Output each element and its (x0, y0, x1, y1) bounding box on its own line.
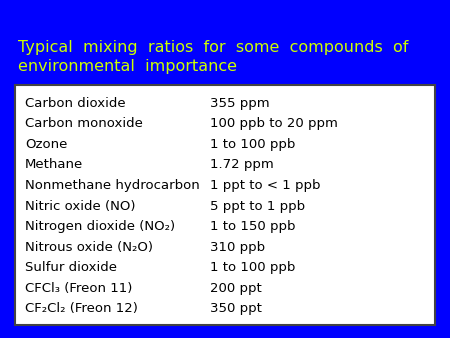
Text: 200 ppt: 200 ppt (210, 282, 262, 295)
Text: Nonmethane hydrocarbon: Nonmethane hydrocarbon (25, 179, 200, 192)
Text: Carbon monoxide: Carbon monoxide (25, 117, 143, 130)
Text: CFCl₃ (Freon 11): CFCl₃ (Freon 11) (25, 282, 132, 295)
Text: Nitrous oxide (N₂O): Nitrous oxide (N₂O) (25, 241, 153, 254)
Text: 1 to 150 ppb: 1 to 150 ppb (210, 220, 296, 233)
Text: Carbon dioxide: Carbon dioxide (25, 97, 126, 110)
Text: 5 ppt to 1 ppb: 5 ppt to 1 ppb (210, 199, 305, 213)
Text: Typical  mixing  ratios  for  some  compounds  of
environmental  importance: Typical mixing ratios for some compounds… (18, 40, 409, 74)
Text: Ozone: Ozone (25, 138, 68, 151)
Text: 1 to 100 ppb: 1 to 100 ppb (210, 138, 295, 151)
Text: 310 ppb: 310 ppb (210, 241, 265, 254)
FancyBboxPatch shape (15, 85, 435, 325)
Text: Nitrogen dioxide (NO₂): Nitrogen dioxide (NO₂) (25, 220, 175, 233)
Text: Nitric oxide (NO): Nitric oxide (NO) (25, 199, 135, 213)
Text: 355 ppm: 355 ppm (210, 97, 270, 110)
Text: CF₂Cl₂ (Freon 12): CF₂Cl₂ (Freon 12) (25, 302, 138, 315)
Text: 350 ppt: 350 ppt (210, 302, 262, 315)
Text: Sulfur dioxide: Sulfur dioxide (25, 261, 117, 274)
Text: 100 ppb to 20 ppm: 100 ppb to 20 ppm (210, 117, 338, 130)
Text: 1 to 100 ppb: 1 to 100 ppb (210, 261, 295, 274)
Text: 1 ppt to < 1 ppb: 1 ppt to < 1 ppb (210, 179, 320, 192)
Text: 1.72 ppm: 1.72 ppm (210, 159, 274, 171)
Text: Methane: Methane (25, 159, 83, 171)
